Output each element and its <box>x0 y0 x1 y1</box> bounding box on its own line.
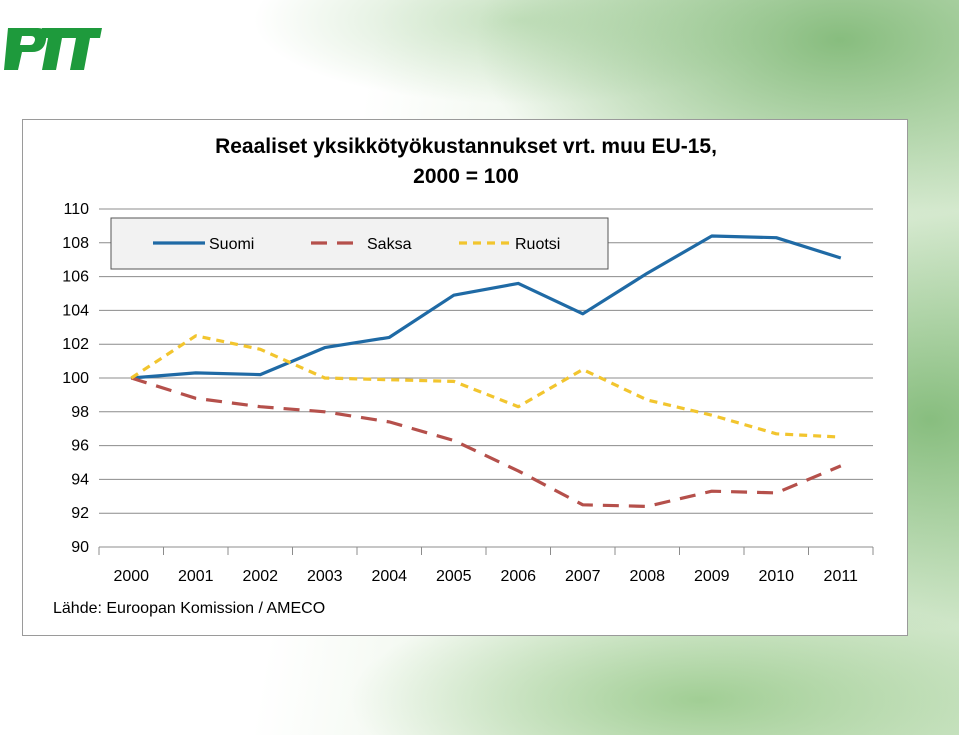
x-tick-label-2005: 2005 <box>436 568 472 585</box>
chart-title-line2: 2000 = 100 <box>413 165 519 188</box>
y-tick-label-102: 102 <box>62 336 89 353</box>
chart-source: Lähde: Euroopan Komission / AMECO <box>53 600 326 617</box>
y-tick-label-100: 100 <box>62 370 89 387</box>
y-tick-label-104: 104 <box>62 302 89 319</box>
x-tick-label-2009: 2009 <box>694 568 730 585</box>
y-tick-label-96: 96 <box>71 438 89 455</box>
x-tick-label-2007: 2007 <box>565 568 601 585</box>
ptt-logo <box>4 28 102 70</box>
chart-panel: Reaaliset yksikkötyökustannukset vrt. mu… <box>22 119 908 636</box>
y-tick-label-108: 108 <box>62 235 89 252</box>
x-tick-label-2011: 2011 <box>824 568 859 585</box>
x-tick-label-2010: 2010 <box>758 568 794 585</box>
legend-label-saksa: Saksa <box>367 236 412 253</box>
legend-label-ruotsi: Ruotsi <box>515 236 560 253</box>
x-tick-label-2001: 2001 <box>178 568 214 585</box>
y-tick-label-106: 106 <box>62 269 89 286</box>
series-line-ruotsi <box>130 334 841 439</box>
logo-letter-t2 <box>68 28 102 70</box>
x-tick-label-2003: 2003 <box>307 568 343 585</box>
y-tick-label-90: 90 <box>71 539 89 556</box>
line-chart: 90 92 94 96 98 100 102 104 106 108 110 2000 2001 2002… <box>62 201 874 585</box>
x-tick-label-2000: 2000 <box>113 568 149 585</box>
x-tick-label-2004: 2004 <box>371 568 407 585</box>
y-tick-label-110: 110 <box>63 201 89 218</box>
series-line-saksa <box>130 376 842 508</box>
x-tick-label-2006: 2006 <box>500 568 536 585</box>
logo-letter-p <box>4 28 47 70</box>
legend-label-suomi: Suomi <box>209 236 254 253</box>
y-tick-label-94: 94 <box>71 471 89 488</box>
x-tick-label-2002: 2002 <box>242 568 278 585</box>
series-line-suomi <box>131 234 842 380</box>
x-tick-label-2008: 2008 <box>629 568 665 585</box>
y-tick-label-92: 92 <box>71 505 89 522</box>
chart-title-line1: Reaaliset yksikkötyökustannukset vrt. mu… <box>215 135 717 158</box>
logo-letter-t1 <box>40 28 74 70</box>
y-tick-label-98: 98 <box>71 404 89 421</box>
